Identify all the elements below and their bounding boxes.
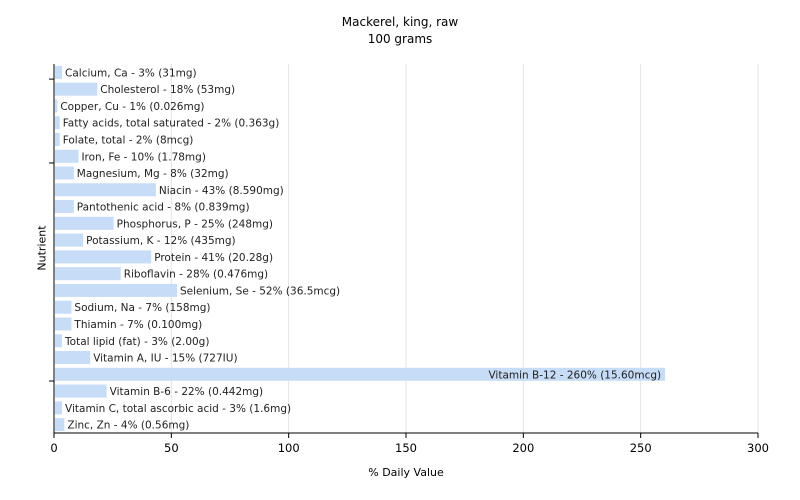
x-tick-label: 200: [512, 441, 534, 455]
bar: [55, 183, 156, 197]
y-axis-label: Nutrient: [35, 225, 49, 271]
x-tick-label: 250: [630, 441, 652, 455]
bar: [55, 166, 74, 180]
bar: [55, 334, 63, 348]
bar: [55, 65, 63, 79]
bar: [55, 401, 63, 415]
data-label: Selenium, Se - 52% (36.5mcg): [180, 285, 340, 297]
bar: [55, 351, 91, 365]
data-label: Zinc, Zn - 4% (0.56mg): [67, 420, 189, 432]
bar: [55, 132, 60, 146]
data-label: Iron, Fe - 10% (1.78mg): [81, 151, 205, 163]
data-label: Vitamin C, total ascorbic acid - 3% (1.6…: [65, 403, 291, 415]
data-label: Folate, total - 2% (8mcg): [63, 134, 194, 146]
bar: [55, 233, 84, 247]
data-label: Thiamin - 7% (0.100mg): [73, 319, 202, 331]
x-tick-label: 100: [278, 441, 300, 455]
bar: [55, 82, 98, 96]
data-label: Calcium, Ca - 3% (31mg): [65, 67, 197, 79]
bar: [55, 317, 72, 331]
data-label: Vitamin A, IU - 15% (727IU): [93, 353, 237, 365]
x-tick-label: 150: [395, 441, 417, 455]
bar: [55, 418, 65, 432]
bar: [55, 300, 72, 314]
bar: [55, 283, 178, 297]
bar: [55, 267, 121, 281]
data-label: Vitamin B-12 - 260% (15.60mcg): [488, 369, 661, 381]
x-axis-label: % Daily Value: [368, 466, 444, 479]
data-label: Potassium, K - 12% (435mg): [86, 235, 236, 247]
data-label: Sodium, Na - 7% (158mg): [74, 302, 210, 314]
x-tick-label: 0: [50, 441, 57, 455]
bar: [55, 149, 79, 163]
bar: [55, 367, 666, 381]
bar: [55, 116, 60, 130]
x-tick-label: 50: [164, 441, 179, 455]
x-tick-label: 300: [747, 441, 769, 455]
data-label: Cholesterol - 18% (53mg): [100, 84, 235, 96]
bar: [55, 384, 107, 398]
data-label: Total lipid (fat) - 3% (2.00g): [64, 336, 209, 348]
data-label: Niacin - 43% (8.590mg): [159, 185, 284, 197]
data-label: Phosphorus, P - 25% (248mg): [117, 218, 273, 230]
data-label: Pantothenic acid - 8% (0.839mg): [77, 202, 250, 214]
chart-title: Mackerel, king, raw: [341, 15, 459, 29]
data-label: Fatty acids, total saturated - 2% (0.363…: [63, 118, 280, 130]
data-label: Vitamin B-6 - 22% (0.442mg): [110, 386, 264, 398]
data-label: Copper, Cu - 1% (0.026mg): [60, 101, 204, 113]
chart-subtitle: 100 grams: [367, 32, 433, 46]
data-label: Riboflavin - 28% (0.476mg): [124, 269, 268, 281]
data-label: Protein - 41% (20.28g): [154, 252, 273, 264]
bar: [55, 99, 58, 113]
data-label: Magnesium, Mg - 8% (32mg): [77, 168, 229, 180]
bar: [55, 250, 152, 264]
bar: [55, 200, 74, 214]
bar: [55, 216, 114, 230]
